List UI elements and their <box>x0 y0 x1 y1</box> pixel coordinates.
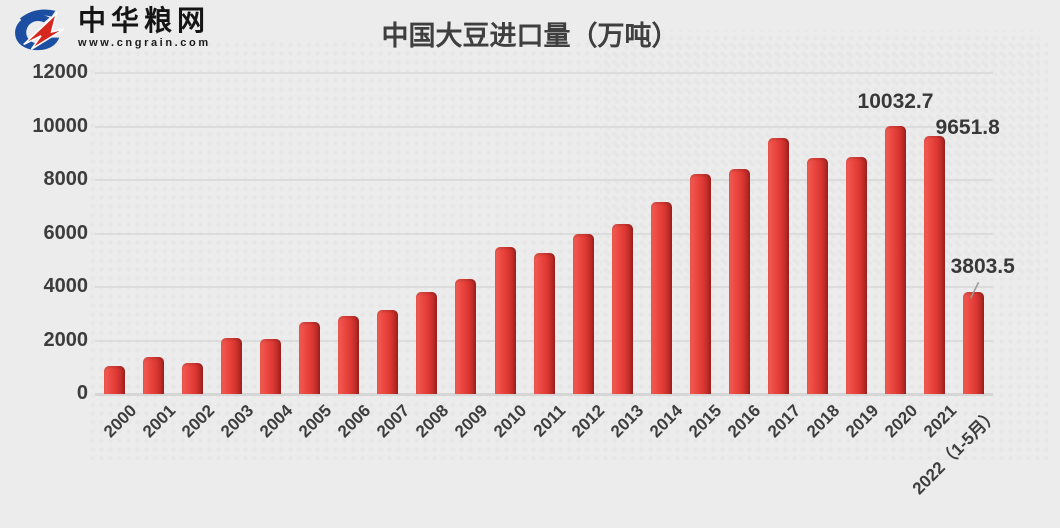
gridline-10000 <box>95 125 993 128</box>
data-label-2022（1-5月）: 3803.5 <box>950 255 1015 279</box>
gridline-6000 <box>95 232 993 235</box>
x-axis-label-2012: 2012 <box>568 401 609 442</box>
bar-2013 <box>611 223 633 394</box>
bar-2011 <box>533 252 555 394</box>
chart-title: 中国大豆进口量（万吨） <box>381 21 679 51</box>
x-axis-label-2018: 2018 <box>802 401 843 442</box>
y-axis-label-6000: 6000 <box>43 221 89 244</box>
gridline-8000 <box>95 179 993 181</box>
plot-area <box>95 72 993 396</box>
y-axis-label-0: 0 <box>76 382 88 404</box>
cngrain-logo: 中华粮网 www.cngrain.com <box>10 6 211 54</box>
x-axis-label-2008: 2008 <box>412 401 453 442</box>
bar-2001 <box>143 356 165 394</box>
bar-2003 <box>221 337 243 394</box>
y-axis-label-8000: 8000 <box>43 168 89 190</box>
bar-2007 <box>377 309 399 394</box>
bar-2012 <box>572 234 594 394</box>
bar-2009 <box>455 279 477 394</box>
x-axis-label-2009: 2009 <box>451 401 492 442</box>
bar-2018 <box>806 158 828 394</box>
x-axis-label-2014: 2014 <box>646 401 687 442</box>
x-axis-label-2001: 2001 <box>138 401 179 442</box>
cngrain-logo-icon <box>15 9 65 51</box>
bar-2008 <box>416 292 438 394</box>
x-axis-label-2007: 2007 <box>373 401 414 442</box>
y-axis-label-12000: 12000 <box>32 61 88 83</box>
x-axis-label-2006: 2006 <box>334 401 375 442</box>
x-axis-label-2017: 2017 <box>763 401 804 442</box>
bar-2016 <box>728 168 750 394</box>
gridline-0 <box>95 393 993 396</box>
data-label-2020: 10032.7 <box>857 89 934 113</box>
x-axis-label-2013: 2013 <box>607 401 648 442</box>
y-axis-label-4000: 4000 <box>43 275 89 297</box>
x-axis-label-2020: 2020 <box>880 401 921 442</box>
x-axis-label-2002: 2002 <box>177 401 219 442</box>
logo-url: www.cngrain.com <box>78 37 211 49</box>
bar-2006 <box>338 316 360 394</box>
x-axis-label-2011: 2011 <box>529 401 570 441</box>
logo-title: 中华粮网 <box>78 5 211 36</box>
y-axis-label-2000: 2000 <box>43 328 89 351</box>
bar-2000 <box>104 366 125 394</box>
bar-2005 <box>299 321 321 394</box>
bar-2002 <box>182 362 204 394</box>
x-axis-label-2016: 2016 <box>724 401 765 442</box>
gridline-12000 <box>95 72 993 74</box>
x-axis-label-2000: 2000 <box>99 401 140 442</box>
x-axis-label-2005: 2005 <box>295 401 336 442</box>
bar-2020 <box>885 125 906 394</box>
y-axis-label-10000: 10000 <box>32 114 88 137</box>
x-axis-label-2010: 2010 <box>490 401 531 442</box>
data-label-2021: 9651.8 <box>935 115 1000 139</box>
bar-2021 <box>924 135 946 394</box>
x-axis-label-2019: 2019 <box>841 401 882 442</box>
x-axis-label-2015: 2015 <box>685 401 726 442</box>
bar-2022（1-5月） <box>963 292 985 394</box>
bar-2017 <box>767 138 789 394</box>
bar-2004 <box>260 339 282 394</box>
bar-2019 <box>845 157 867 394</box>
bar-2015 <box>689 174 711 394</box>
x-axis-label-2003: 2003 <box>216 401 258 442</box>
x-axis-label-2004: 2004 <box>255 401 297 442</box>
bar-2014 <box>650 202 672 394</box>
bar-2010 <box>494 246 516 394</box>
